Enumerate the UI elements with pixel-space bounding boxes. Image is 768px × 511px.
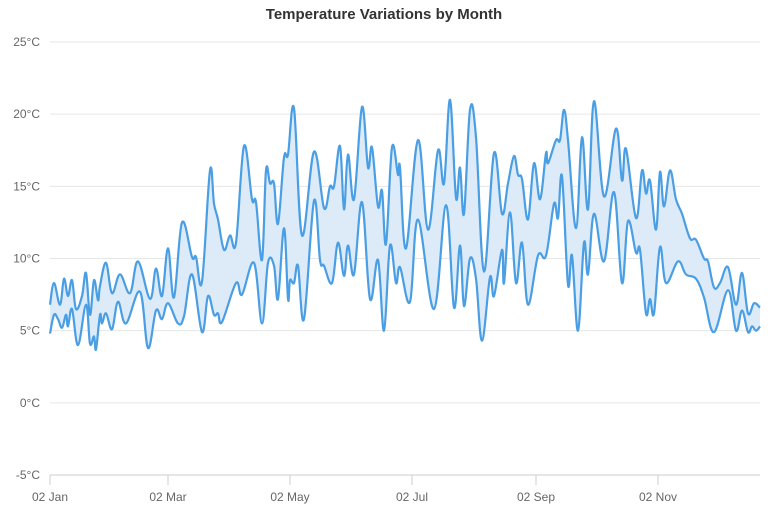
y-tick-label: 25°C <box>13 35 40 49</box>
y-tick-label: 0°C <box>20 396 40 410</box>
y-axis: -5°C 0°C 5°C 10°C 15°C 20°C 25°C <box>13 35 40 482</box>
y-tick-label: 20°C <box>13 107 40 121</box>
x-tick-label: 02 Nov <box>639 490 677 504</box>
x-axis: 02 Jan 02 Mar 02 May 02 Jul 02 Sep 02 Nov <box>32 474 760 504</box>
plot-area <box>48 98 761 352</box>
x-tick-label: 02 Jul <box>396 490 428 504</box>
y-tick-label: -5°C <box>16 468 40 482</box>
low-temperature-line <box>48 173 761 352</box>
y-tick-label: 5°C <box>20 324 40 338</box>
y-tick-label: 15°C <box>13 179 40 193</box>
x-tick-label: 02 Sep <box>517 490 555 504</box>
range-fill <box>50 99 760 351</box>
x-tick-label: 02 Jan <box>32 490 68 504</box>
x-tick-label: 02 May <box>270 490 309 504</box>
high-temperature-line <box>48 98 761 316</box>
x-tick-label: 02 Mar <box>149 490 186 504</box>
y-tick-label: 10°C <box>13 252 40 266</box>
chart-title: Temperature Variations by Month <box>266 6 502 23</box>
